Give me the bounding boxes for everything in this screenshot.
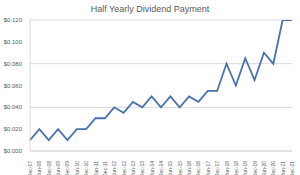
svg-text:$0.000: $0.000 xyxy=(8,148,23,154)
svg-text:$0.020: $0.020 xyxy=(8,126,23,132)
svg-text:Jun-10: Jun-10 xyxy=(74,161,80,175)
svg-text:$0.100: $0.100 xyxy=(8,39,23,45)
svg-text:Jun-12: Jun-12 xyxy=(111,161,117,175)
svg-text:Dec-19: Dec-19 xyxy=(252,161,258,175)
svg-text:Dec-17: Dec-17 xyxy=(214,161,220,175)
svg-text:Dec-09: Dec-09 xyxy=(64,161,70,175)
svg-text:Jun-20: Jun-20 xyxy=(261,161,267,175)
svg-text:$0.060: $0.060 xyxy=(8,83,23,89)
svg-text:Dec-15: Dec-15 xyxy=(177,161,183,175)
svg-text:Jun-11: Jun-11 xyxy=(93,161,99,175)
svg-text:Jun-14: Jun-14 xyxy=(149,161,155,175)
svg-text:$0.040: $0.040 xyxy=(8,104,23,110)
svg-text:Jun-15: Jun-15 xyxy=(167,161,173,175)
svg-text:Jun-19: Jun-19 xyxy=(242,161,248,175)
svg-text:$0.080: $0.080 xyxy=(8,61,23,67)
html-text:Half Yearly Dividend Payment: Half Yearly Dividend Payment xyxy=(90,4,210,14)
svg-text:Dec-12: Dec-12 xyxy=(121,161,127,175)
svg-text:Jun-16: Jun-16 xyxy=(186,161,192,175)
svg-text:Jun-17: Jun-17 xyxy=(205,161,211,175)
svg-text:$0.120: $0.120 xyxy=(8,17,23,23)
svg-text:Dec-08: Dec-08 xyxy=(46,161,52,175)
svg-text:Dec-21: Dec-21 xyxy=(289,161,292,175)
svg-text:Jun-09: Jun-09 xyxy=(55,161,61,175)
svg-text:Jun-21: Jun-21 xyxy=(280,161,286,175)
svg-text:Dec-18: Dec-18 xyxy=(233,161,239,175)
svg-text:Dec-07: Dec-07 xyxy=(27,161,33,175)
svg-text:Dec-10: Dec-10 xyxy=(83,161,89,175)
svg-text:Jun-13: Jun-13 xyxy=(130,161,136,175)
svg-text:Jun-08: Jun-08 xyxy=(36,161,42,175)
svg-text:Dec-11: Dec-11 xyxy=(102,161,108,175)
svg-text:Jun-18: Jun-18 xyxy=(224,161,230,175)
svg-text:Dec-13: Dec-13 xyxy=(139,161,145,175)
svg-text:Dec-14: Dec-14 xyxy=(158,161,164,175)
svg-text:Dec-16: Dec-16 xyxy=(195,161,201,175)
svg-text:Dec-20: Dec-20 xyxy=(270,161,276,175)
